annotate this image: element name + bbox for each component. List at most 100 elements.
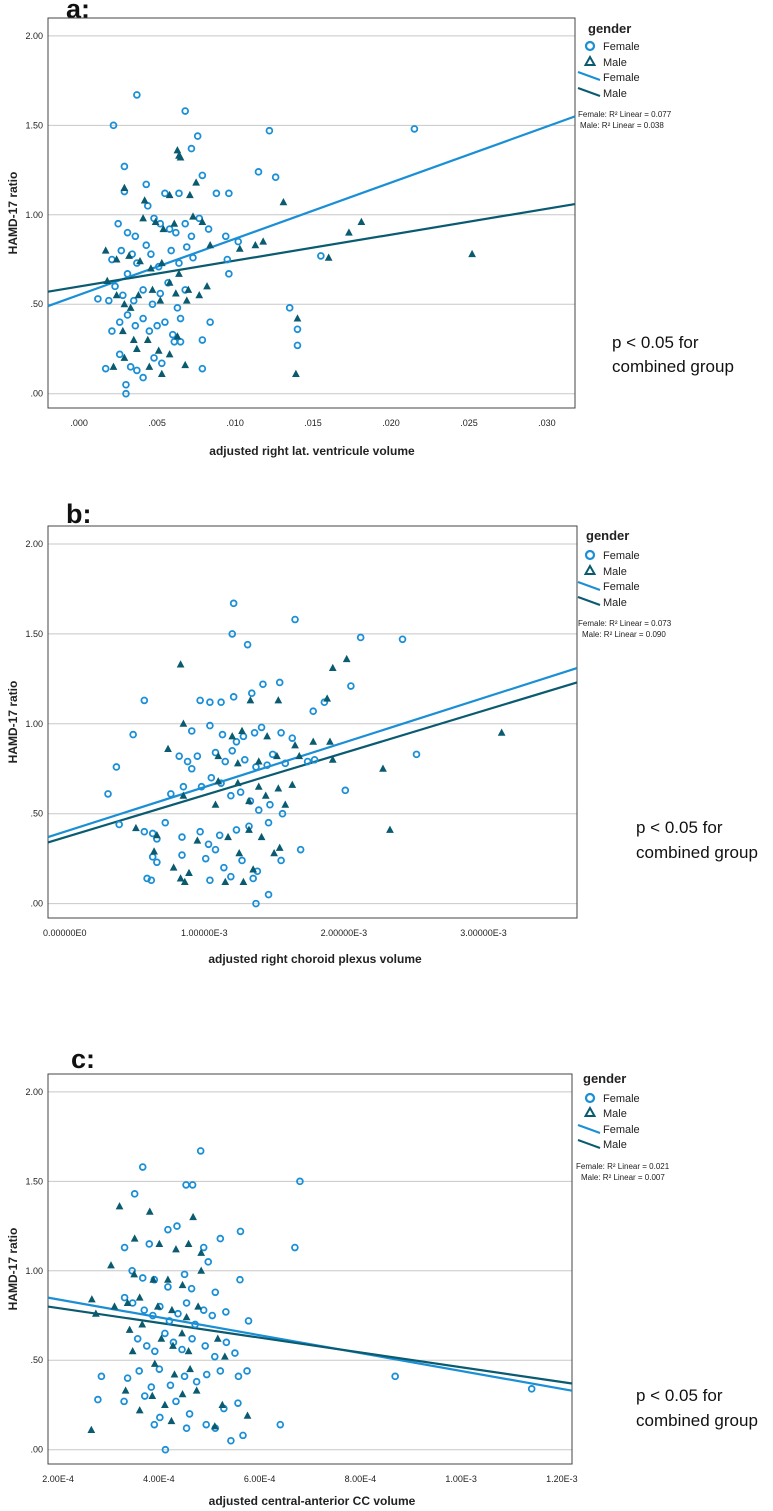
panel-c-point-male <box>87 1295 96 1303</box>
panel-b-point-male <box>224 832 232 841</box>
panel-c-point-female <box>128 1266 136 1275</box>
panel-b-point-female <box>277 856 285 865</box>
panel-a-legend-male-line: Male <box>603 88 627 100</box>
panel-b-fit-line-female <box>47 667 578 839</box>
panel-c-point-female <box>188 1181 197 1189</box>
panel-b-x-tick-label: 0.00000E0 <box>43 928 87 938</box>
panel-c-point-male <box>128 1347 137 1355</box>
panel-b-point-female <box>167 790 175 798</box>
panel-a-point-female <box>117 246 126 255</box>
panel-c-x-tick-label: 1.20E-3 <box>546 1474 578 1484</box>
panel-b-point-male <box>323 694 332 702</box>
panel-a-point-female <box>410 125 419 133</box>
panel-c-point-male <box>110 1302 119 1310</box>
panel-a-point-female <box>143 202 152 210</box>
panel-a-point-male <box>173 332 182 340</box>
panel-a-point-male <box>120 353 129 361</box>
panel-b-point-female <box>229 693 238 701</box>
panel-b-point-female <box>140 696 149 705</box>
panel-c-point-male <box>148 1391 157 1400</box>
panel-a-point-male <box>154 346 163 354</box>
panel-c-point-male <box>145 1207 154 1215</box>
panel-b-point-male <box>180 877 189 886</box>
panel-b-point-female <box>175 752 184 760</box>
panel-c-point-female <box>182 1181 190 1189</box>
panel-a-point-female <box>120 162 129 171</box>
panel-a-point-female <box>172 228 180 237</box>
panel-a-point-female <box>285 304 294 312</box>
panel-c-point-female <box>164 1283 172 1291</box>
panel-a-x-tick-label: .020 <box>382 418 400 428</box>
panel-b-point-male <box>386 825 394 833</box>
panel-a-x-tick-label: .015 <box>304 418 322 428</box>
panel-a-point-female <box>105 296 113 305</box>
panel-b-point-female <box>278 809 287 818</box>
panel-b-point-male <box>328 755 337 763</box>
panel-c-point-male <box>125 1325 134 1333</box>
legend-male-triangle-icon <box>583 563 597 575</box>
panel-b-point-male <box>291 741 299 749</box>
panel-c-point-female <box>208 1311 217 1320</box>
panel-b-point-female <box>196 827 204 836</box>
panel-a-male-r2: Male: R² Linear = 0.038 <box>580 121 664 130</box>
panel-a-point-male <box>259 237 268 245</box>
panel-b-point-female <box>147 876 156 885</box>
panel-c-point-male <box>167 1416 176 1425</box>
panel-c-point-male <box>182 1313 191 1321</box>
panel-a-point-female <box>221 232 230 241</box>
panel-b-point-male <box>246 696 255 704</box>
panel-b-legend: gender Female Male Female Male Female: R… <box>577 528 672 639</box>
panel-b-point-female <box>178 833 186 841</box>
panel-c-point-female <box>123 1374 132 1382</box>
panel-a-point-male <box>165 350 174 358</box>
panel-b-point-male <box>328 663 337 672</box>
panel-a-point-female <box>293 341 302 350</box>
panel-b-point-female <box>161 818 170 827</box>
legend-female-circle-icon <box>584 549 596 561</box>
panel-b-point-female <box>252 763 260 771</box>
panel-b-legend-female-line: Female <box>603 581 640 593</box>
panel-b-point-female <box>178 851 186 859</box>
panel-a-point-male <box>151 217 160 225</box>
panel-b-point-female <box>252 899 260 908</box>
panel-a-point-female <box>176 338 185 346</box>
panel-a-point-female <box>131 232 140 241</box>
panel-b-point-male <box>185 868 193 877</box>
panel-b-point-female <box>254 806 263 814</box>
panel-c-point-male <box>157 1334 166 1342</box>
panel-b-point-female <box>264 890 273 899</box>
legend-male-line-icon <box>577 1139 601 1149</box>
panel-c-point-female <box>164 1225 172 1234</box>
panel-c-point-male <box>135 1406 144 1414</box>
panel-b-point-female <box>206 876 214 885</box>
panel-c-x-axis-title: adjusted central-anterior CC volume <box>209 1494 416 1508</box>
panel-c-point-female <box>188 1334 196 1343</box>
panel-c-point-female <box>173 1222 181 1230</box>
panel-c-point-male <box>123 1298 132 1306</box>
panel-b-point-female <box>183 757 192 766</box>
panel-c-point-female <box>135 1367 143 1375</box>
panel-c-point-female <box>210 1352 219 1361</box>
panel-b-y-axis-title: HAMD-17 ratio <box>6 681 20 764</box>
legend-male-line-icon <box>577 596 601 606</box>
panel-a-y-tick-label: 1.50 <box>25 120 43 130</box>
panel-c-point-male <box>138 1320 147 1328</box>
panel-a-point-male <box>140 196 149 204</box>
panel-b-y-tick-label: 2.00 <box>25 539 43 549</box>
panel-b-point-male <box>275 843 284 851</box>
panel-c-male-r2: Male: R² Linear = 0.007 <box>581 1173 665 1182</box>
panel-b-point-male <box>214 777 223 785</box>
panel-c-point-female <box>527 1385 536 1393</box>
panel-c-x-tick-label: 2.00E-4 <box>42 1474 74 1484</box>
panel-c-label: c: <box>71 1044 95 1074</box>
panel-a-point-male <box>101 246 110 254</box>
panel-a-x-tick-label: .025 <box>460 418 478 428</box>
panel-c-x-tick-label: 6.00E-4 <box>244 1474 276 1484</box>
panel-b-point-female <box>341 786 350 795</box>
panel-c-point-female <box>180 1270 189 1279</box>
panel-c-point-female <box>145 1240 154 1248</box>
panel-c-point-female <box>140 1306 149 1314</box>
panel-a-point-female <box>161 318 169 326</box>
panel-b-point-female <box>232 826 241 834</box>
panel-a-point-female <box>109 121 118 130</box>
